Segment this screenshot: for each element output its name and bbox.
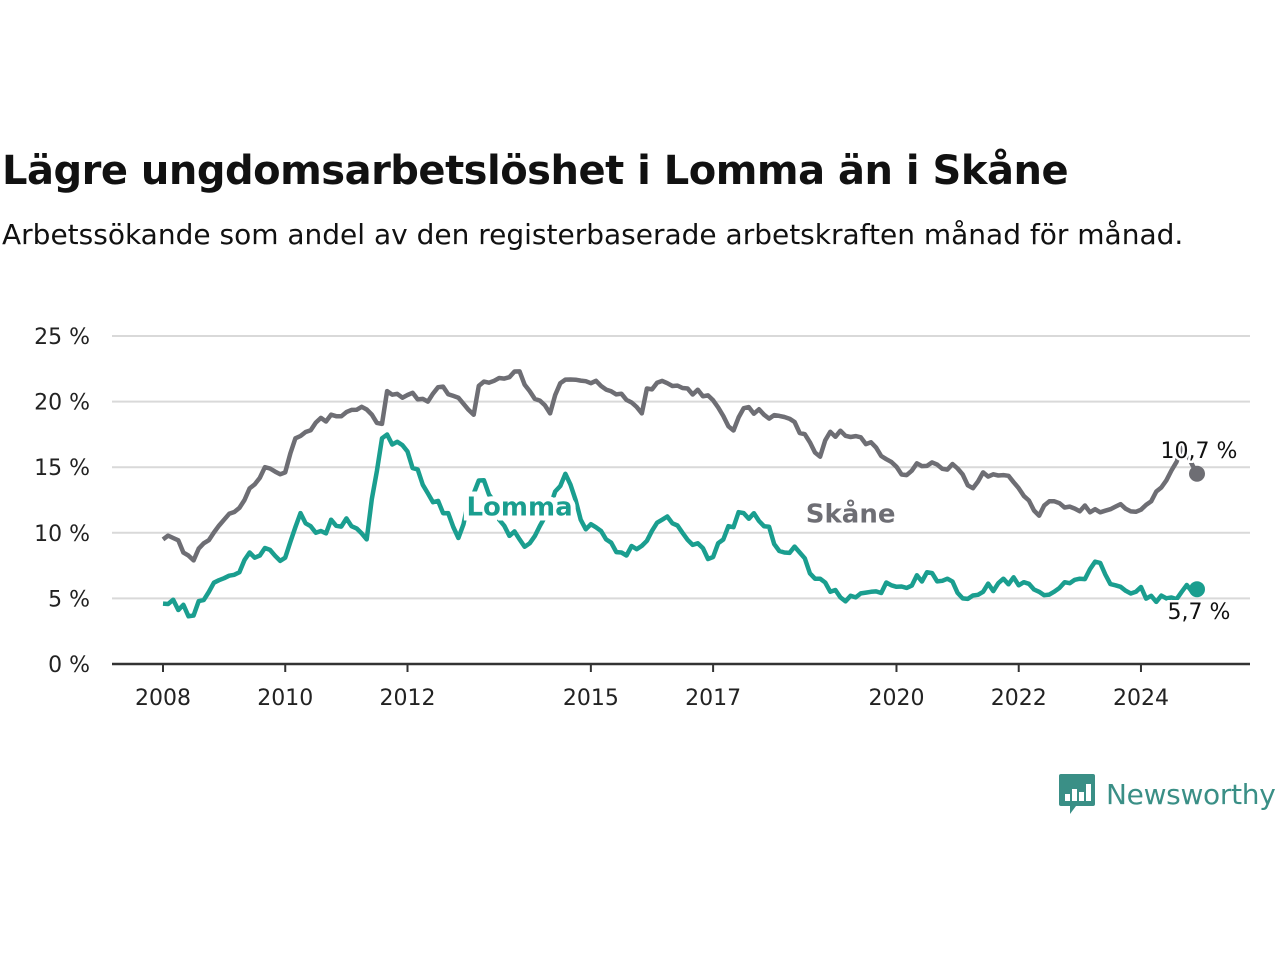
series-name-label: Skåne <box>806 497 896 529</box>
chart-subtitle: Arbetssökande som andel av den registerb… <box>2 218 1184 251</box>
bar-chart-speech-bubble-icon <box>1059 774 1095 814</box>
line-chart: 0 %5 %10 %15 %20 %25 % 2008 2010 2012 2015 2… <box>34 325 1250 711</box>
brand-name: Newsworthy <box>1106 777 1276 811</box>
y-axis: 0 % 5 % 10 % 15 % 20 % 25 % <box>34 325 90 678</box>
y-tick-label: 15 % <box>34 456 90 481</box>
end-point-marker <box>1189 465 1205 482</box>
series-line-skne <box>161 369 1199 563</box>
y-tick-label: 5 % <box>48 587 90 612</box>
x-tick-label: 2020 <box>868 686 924 711</box>
y-tick-label: 20 % <box>34 391 90 416</box>
y-tick-label: 10 % <box>34 522 90 547</box>
end-value-label: 10,7 % <box>1161 439 1238 464</box>
series-line-lomma <box>162 432 1198 619</box>
end-point-marker <box>1189 581 1205 598</box>
series-lines <box>161 369 1205 619</box>
x-tick-label: 2012 <box>379 686 435 711</box>
x-tick-label: 2008 <box>135 686 191 711</box>
y-tick-label: 25 % <box>34 325 90 350</box>
grid <box>112 335 1250 600</box>
x-tick-label: 2022 <box>991 686 1047 711</box>
series-name-label: Lomma <box>466 493 572 523</box>
y-tick-label: 0 % <box>48 653 90 678</box>
x-tick-label: 2010 <box>257 686 313 711</box>
x-tick-label: 2017 <box>685 686 741 711</box>
series-labels: 10,7 % Skåne 5,7 % Lomma <box>461 436 1239 627</box>
x-tick-label: 2015 <box>563 686 619 711</box>
x-tick-label: 2024 <box>1113 686 1169 711</box>
end-value-label: 5,7 % <box>1168 600 1231 625</box>
x-axis: 2008 2010 2012 2015 2017 2020 2022 2024 <box>112 662 1250 711</box>
brand: Newsworthy <box>1058 772 1276 816</box>
chart-title: Lägre ungdomsarbetslöshet i Lomma än i S… <box>2 148 1069 194</box>
